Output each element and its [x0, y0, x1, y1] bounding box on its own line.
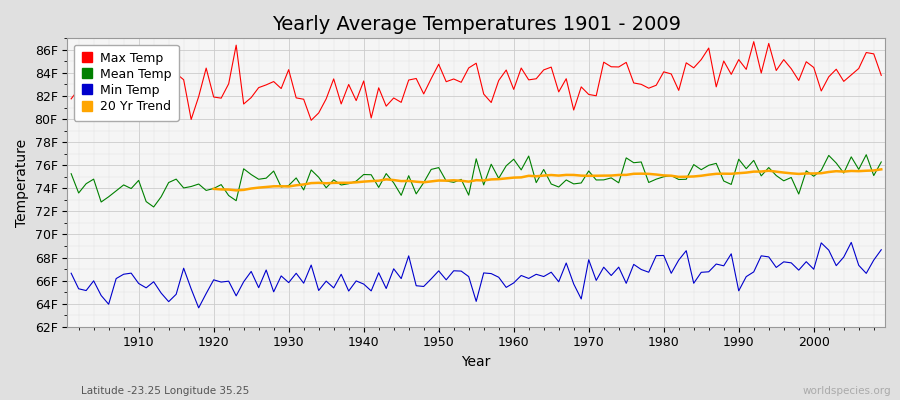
Legend: Max Temp, Mean Temp, Min Temp, 20 Yr Trend: Max Temp, Mean Temp, Min Temp, 20 Yr Tre…	[74, 44, 179, 121]
X-axis label: Year: Year	[462, 355, 490, 369]
Text: worldspecies.org: worldspecies.org	[803, 386, 891, 396]
Text: Latitude -23.25 Longitude 35.25: Latitude -23.25 Longitude 35.25	[81, 386, 249, 396]
Y-axis label: Temperature: Temperature	[15, 138, 29, 226]
Title: Yearly Average Temperatures 1901 - 2009: Yearly Average Temperatures 1901 - 2009	[272, 15, 680, 34]
